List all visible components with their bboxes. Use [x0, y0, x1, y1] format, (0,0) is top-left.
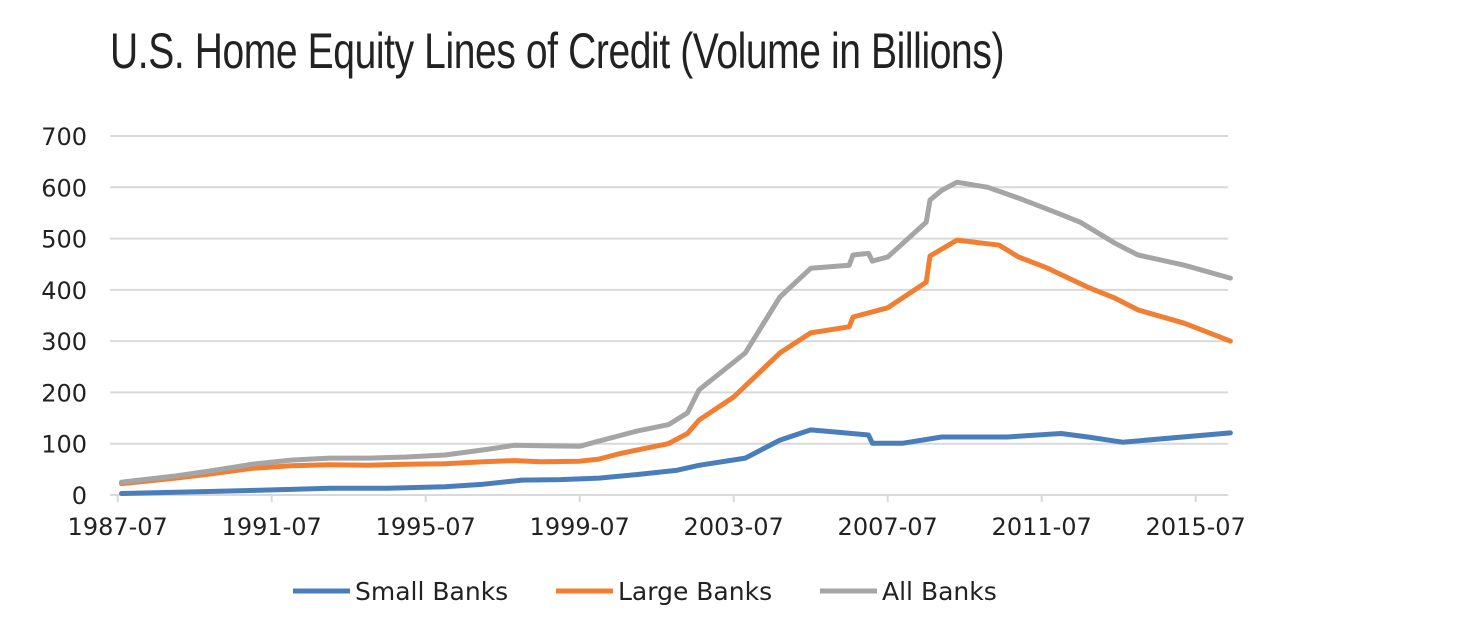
x-tick-label: 1991-07 [222, 513, 322, 541]
series-line-all-banks [119, 179, 1233, 485]
series-line-small-banks [119, 427, 1233, 496]
y-tick-label: 100 [41, 431, 87, 459]
y-tick-label: 500 [41, 226, 87, 254]
y-tick-label: 700 [41, 123, 87, 151]
legend-label: Small Banks [355, 577, 508, 606]
legend-label: Large Banks [618, 577, 772, 606]
legend-label: All Banks [882, 577, 997, 606]
series-line-large-banks [119, 237, 1233, 487]
x-tick-label: 2007-07 [838, 513, 938, 541]
y-tick-label: 600 [41, 174, 87, 202]
y-tick-label: 300 [41, 328, 87, 356]
x-tick-label: 2003-07 [684, 513, 784, 541]
x-tick-label: 1999-07 [530, 513, 630, 541]
y-tick-label: 400 [41, 277, 87, 305]
x-tick-label: 1995-07 [376, 513, 476, 541]
x-tick-label: 2011-07 [992, 513, 1092, 541]
x-tick-label: 2015-07 [1146, 513, 1246, 541]
y-tick-label: 0 [72, 482, 87, 510]
x-tick-label: 1987-07 [68, 513, 168, 541]
chart-title: U.S. Home Equity Lines of Credit (Volume… [110, 23, 1005, 79]
y-tick-label: 200 [41, 379, 87, 407]
